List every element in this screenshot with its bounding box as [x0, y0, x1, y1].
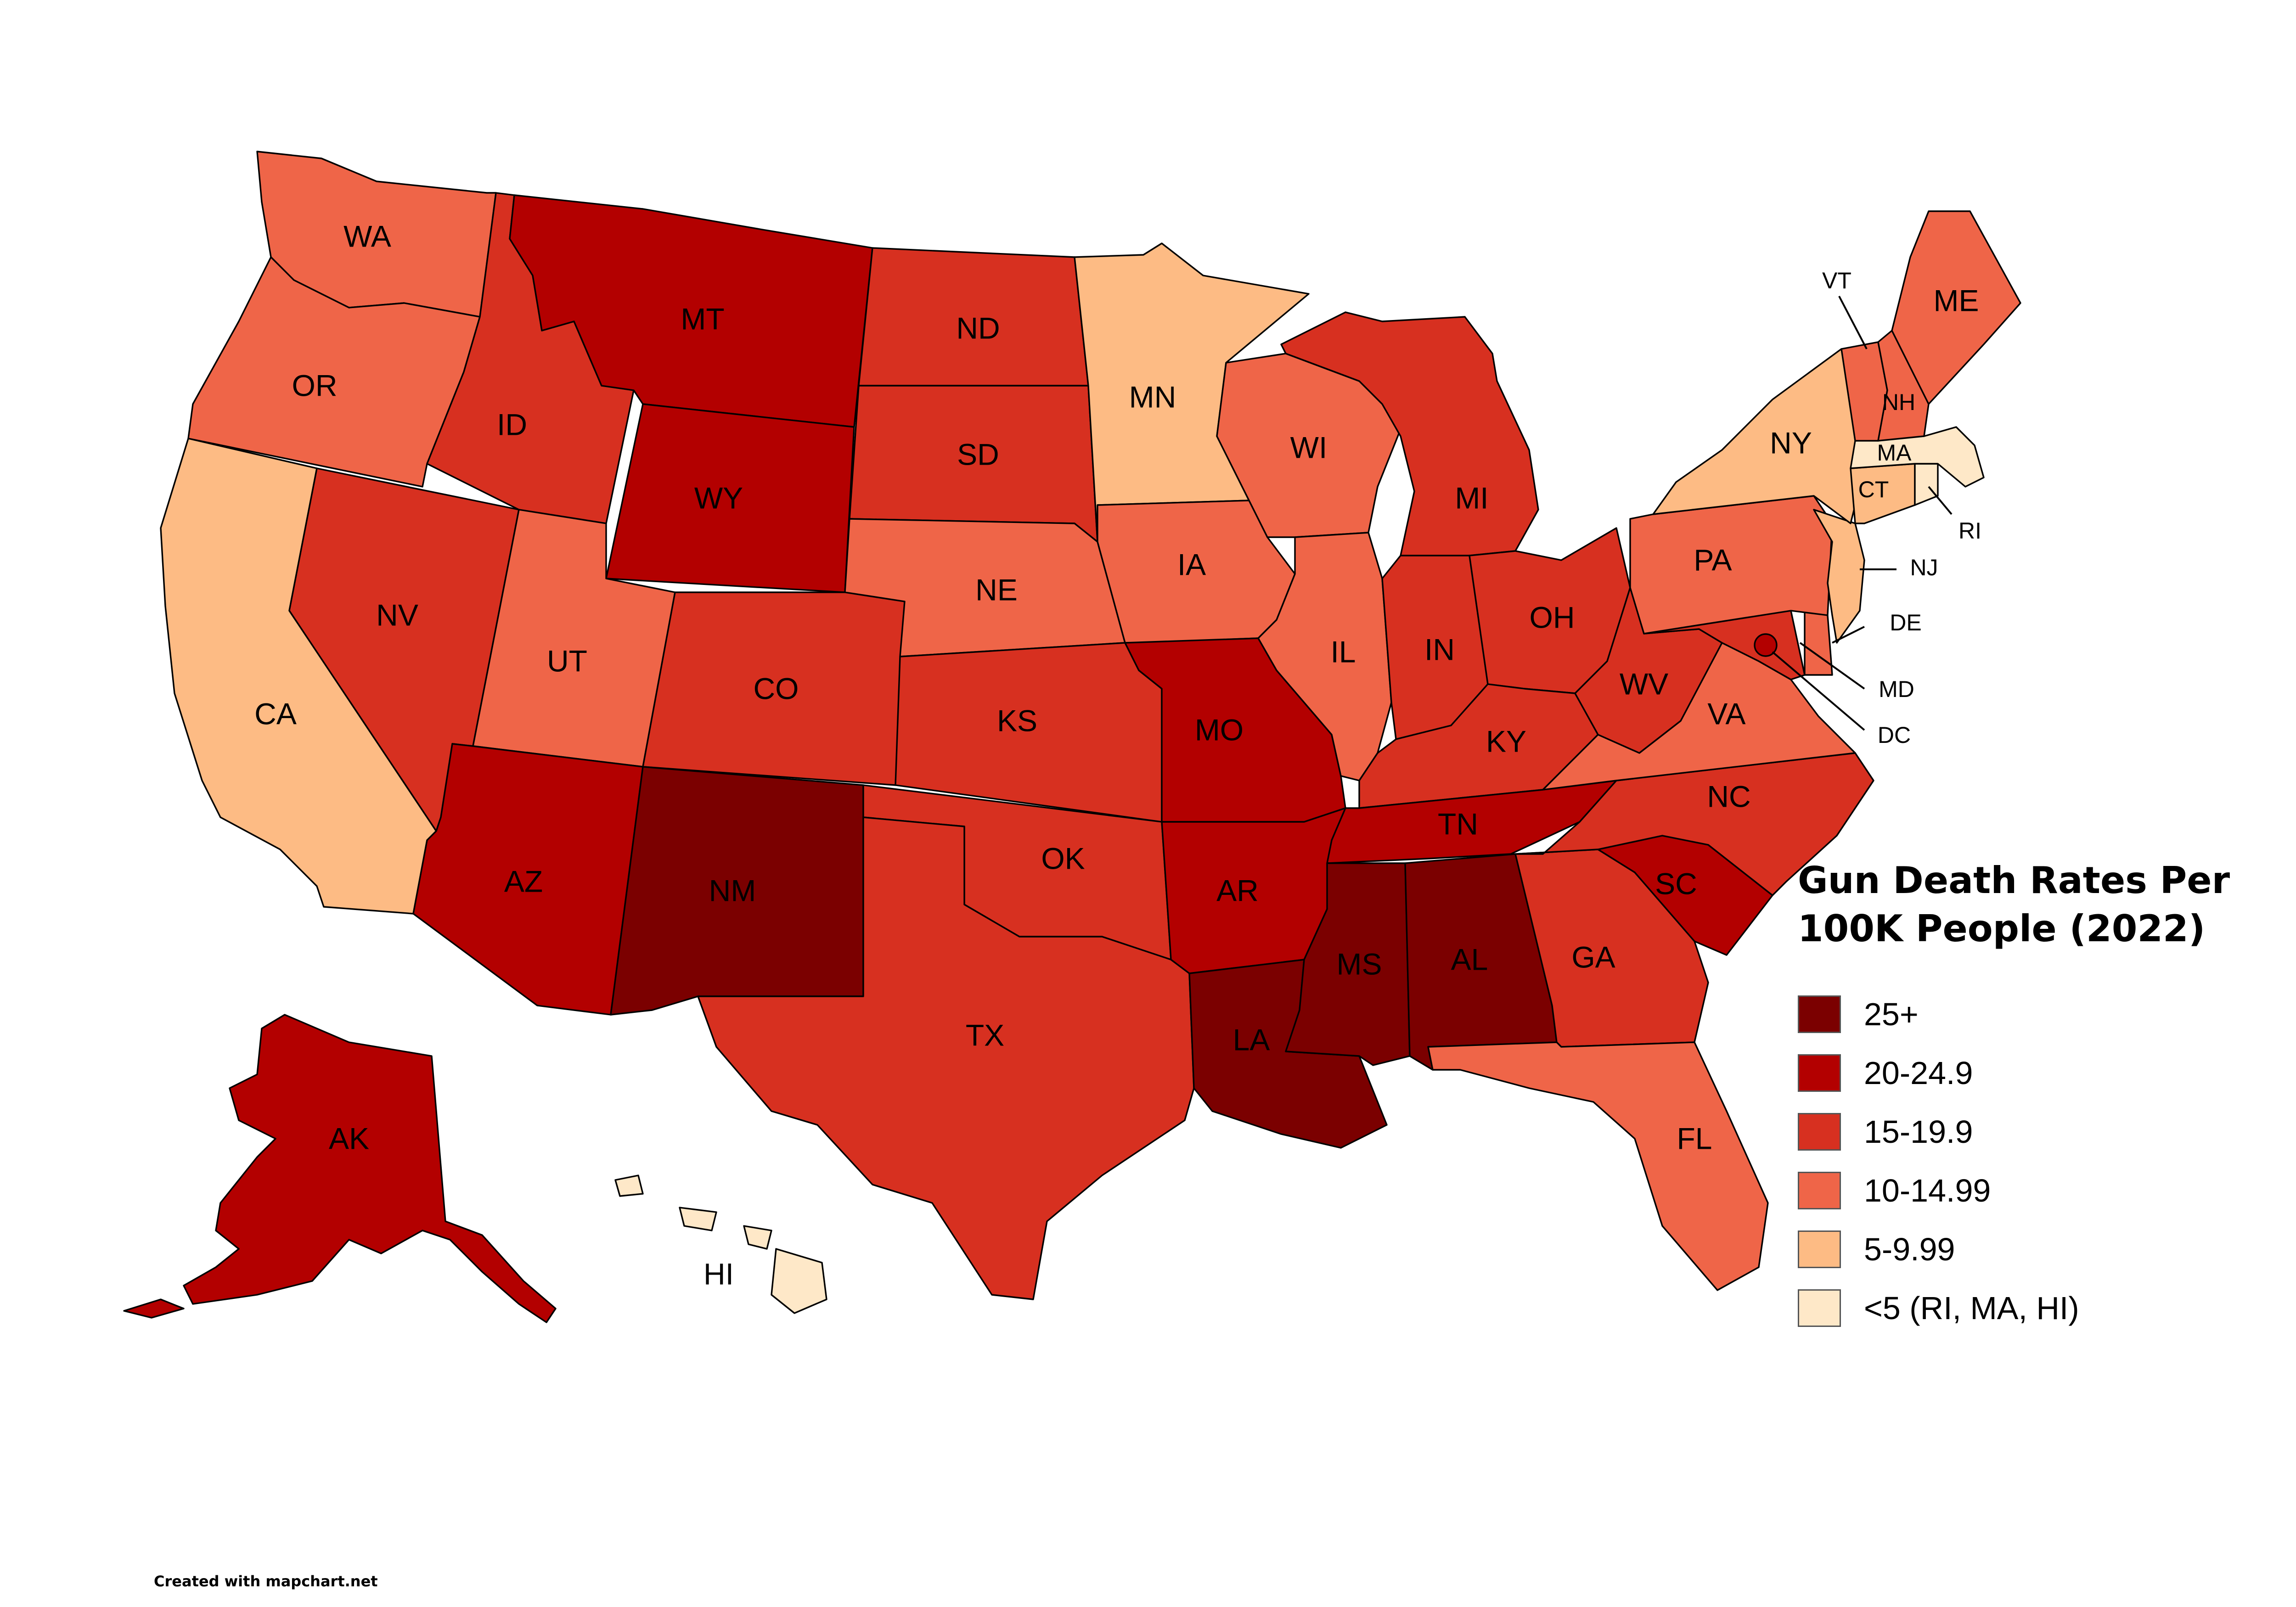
label-ND: ND [956, 311, 1000, 345]
state-NJ [1813, 509, 1865, 644]
label-KS: KS [997, 703, 1037, 737]
label-VA: VA [1707, 697, 1745, 730]
label-MN: MN [1129, 380, 1176, 414]
label-SC: SC [1655, 866, 1697, 900]
label-FL: FL [1677, 1121, 1712, 1155]
label-NH: NH [1882, 389, 1915, 415]
state-HI-3 [679, 1207, 717, 1231]
legend-row-5-9: 5-9.99 [1798, 1220, 2280, 1279]
label-DC: DC [1878, 722, 1911, 748]
label-MI: MI [1455, 481, 1488, 515]
label-NE: NE [975, 573, 1018, 607]
legend-row-20-24: 20-24.9 [1798, 1044, 2280, 1102]
label-AR: AR [1216, 873, 1259, 907]
legend-label: 10-14.99 [1864, 1173, 1991, 1208]
leader-DC [1772, 651, 1865, 731]
label-UT: UT [547, 644, 587, 678]
map-legend: Gun Death Rates Per 100K People (2022) 2… [1798, 856, 2280, 1337]
legend-row-25-plus: 25+ [1798, 985, 2280, 1044]
label-OR: OR [292, 368, 338, 402]
legend-row-under-5: <5 (RI, MA, HI) [1798, 1279, 2280, 1337]
label-AZ: AZ [504, 864, 543, 898]
leader-RI [1928, 486, 1953, 515]
legend-label: 15-19.9 [1864, 1114, 1973, 1150]
label-TN: TN [1438, 807, 1478, 841]
label-MT: MT [681, 302, 724, 336]
label-LA: LA [1233, 1023, 1270, 1056]
label-CT: CT [1858, 477, 1889, 502]
label-OH: OH [1530, 600, 1575, 634]
state-HI-2 [743, 1225, 772, 1250]
label-WY: WY [694, 481, 743, 515]
legend-swatch [1798, 1054, 1841, 1092]
legend-row-15-19: 15-19.9 [1798, 1102, 2280, 1161]
leader-VT [1838, 296, 1868, 349]
label-NJ: NJ [1910, 555, 1938, 580]
state-DE [1804, 610, 1833, 676]
label-IL: IL [1330, 635, 1356, 669]
label-NM: NM [709, 873, 756, 907]
state-DC [1754, 633, 1778, 657]
state-RI [1914, 463, 1939, 506]
legend-swatch [1798, 1172, 1841, 1209]
leader-DE [1832, 626, 1865, 644]
label-IN: IN [1424, 632, 1455, 666]
state-HI-4 [614, 1174, 644, 1197]
state-AK-island [123, 1298, 185, 1319]
credit-text: Created with mapchart.net [154, 1573, 378, 1590]
map-title: Gun Death Rates Per 100K People (2022) [1798, 859, 2230, 950]
label-GA: GA [1571, 940, 1615, 974]
legend-row-10-14: 10-14.99 [1798, 1161, 2280, 1220]
label-ME: ME [1934, 283, 1979, 317]
label-WI: WI [1290, 430, 1328, 464]
label-IA: IA [1177, 547, 1206, 581]
legend-label: <5 (RI, MA, HI) [1864, 1290, 2079, 1326]
legend-swatch [1798, 1231, 1841, 1268]
state-TX [697, 816, 1195, 1300]
label-AL: AL [1451, 942, 1488, 976]
label-MD: MD [1879, 676, 1914, 702]
state-AK [183, 1014, 557, 1323]
label-AK: AK [329, 1121, 369, 1155]
label-NY: NY [1770, 426, 1812, 460]
label-CO: CO [754, 671, 799, 705]
label-MA: MA [1877, 440, 1912, 466]
label-KY: KY [1486, 724, 1526, 758]
label-VT: VT [1822, 268, 1851, 293]
legend-swatch [1798, 1113, 1841, 1151]
state-MA [1850, 426, 1985, 488]
label-TX: TX [966, 1018, 1004, 1052]
label-CA: CA [254, 697, 297, 730]
label-PA: PA [1694, 543, 1732, 577]
label-RI: RI [1958, 518, 1981, 544]
state-NY [1652, 348, 1865, 524]
state-MT [509, 194, 873, 428]
state-ME [1891, 210, 2021, 405]
label-MO: MO [1195, 713, 1244, 747]
label-SD: SD [957, 437, 999, 471]
label-OK: OK [1041, 841, 1085, 875]
legend-swatch [1798, 995, 1841, 1033]
leader-MD [1799, 642, 1865, 690]
legend-swatch [1798, 1289, 1841, 1327]
label-ID: ID [497, 407, 527, 441]
label-WA: WA [343, 219, 391, 253]
legend-label: 25+ [1864, 996, 1919, 1032]
state-TN [1326, 780, 1617, 864]
label-DE: DE [1890, 610, 1921, 635]
label-WV: WV [1620, 667, 1668, 701]
legend-label: 20-24.9 [1864, 1055, 1973, 1091]
state-FL [1427, 1041, 1769, 1291]
label-NC: NC [1707, 779, 1750, 813]
label-MS: MS [1337, 947, 1382, 981]
legend-label: 5-9.99 [1864, 1231, 1955, 1267]
label-NV: NV [376, 598, 418, 632]
state-HI-1 [771, 1248, 827, 1314]
label-HI: HI [703, 1257, 734, 1291]
